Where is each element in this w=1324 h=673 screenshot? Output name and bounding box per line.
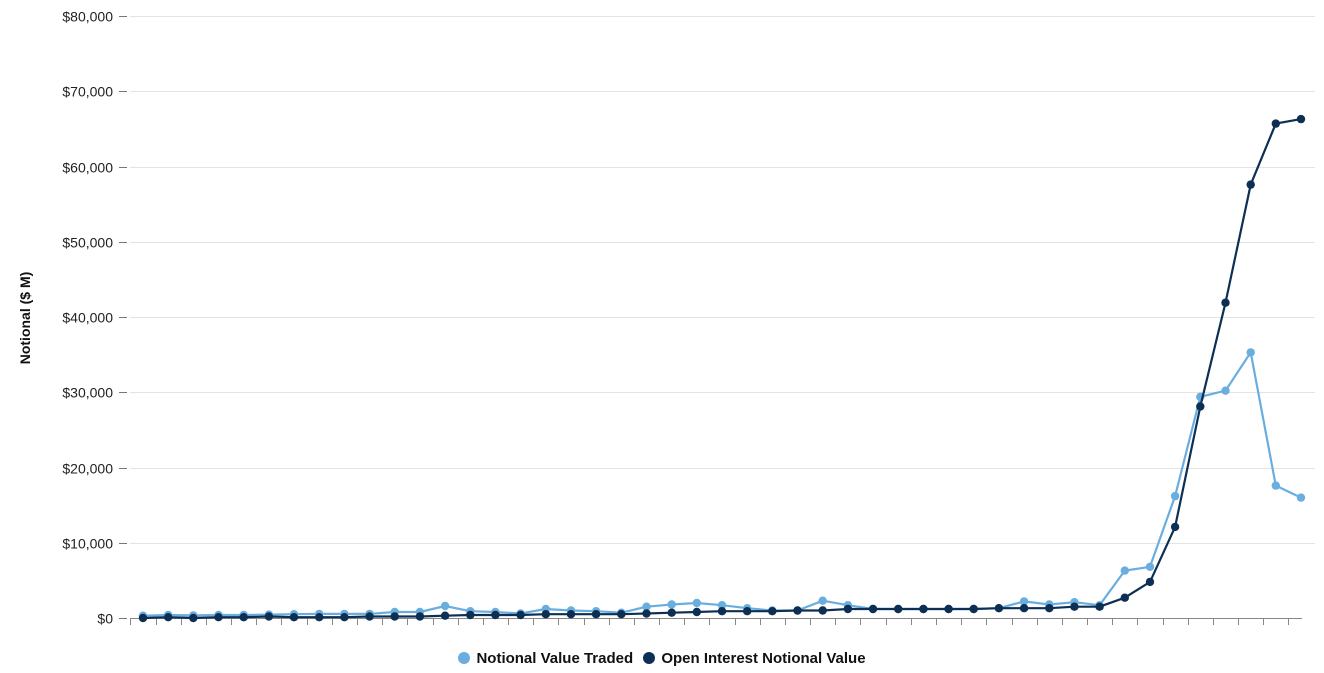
data-point-open-interest-notional-value[interactable] [1045, 604, 1054, 613]
y-tick-label: $80,000 [62, 9, 113, 25]
data-point-notional-value-traded[interactable] [1019, 597, 1029, 606]
data-point-open-interest-notional-value[interactable] [390, 612, 399, 621]
data-point-open-interest-notional-value[interactable] [491, 610, 500, 620]
data-point-notional-value-traded[interactable] [692, 598, 701, 608]
data-point-open-interest-notional-value[interactable] [340, 613, 349, 622]
data-point-open-interest-notional-value[interactable] [617, 610, 626, 619]
data-point-open-interest-notional-value[interactable] [768, 607, 777, 616]
data-point-notional-value-traded[interactable] [1246, 348, 1255, 357]
data-point-open-interest-notional-value[interactable] [843, 604, 853, 614]
data-point-notional-value-traded[interactable] [1296, 493, 1306, 502]
data-point-open-interest-notional-value[interactable] [868, 604, 878, 614]
data-point-notional-value-traded[interactable] [440, 601, 450, 611]
legend-item-open-interest-notional-value[interactable]: Open Interest Notional Value [643, 650, 866, 667]
data-point-open-interest-notional-value[interactable] [667, 608, 676, 617]
data-point-open-interest-notional-value[interactable] [642, 609, 651, 618]
data-point-open-interest-notional-value[interactable] [1070, 602, 1079, 611]
data-point-open-interest-notional-value[interactable] [1196, 402, 1205, 411]
data-point-open-interest-notional-value[interactable] [743, 607, 752, 616]
data-point-open-interest-notional-value[interactable] [1095, 602, 1104, 611]
series-notional-value-traded [138, 348, 1306, 620]
data-point-notional-value-traded[interactable] [1271, 481, 1281, 490]
data-point-open-interest-notional-value[interactable] [541, 610, 550, 619]
data-point-open-interest-notional-value[interactable] [566, 610, 576, 619]
series-layer [138, 114, 1306, 623]
data-point-open-interest-notional-value[interactable] [1170, 522, 1180, 532]
y-axis-title: Notional ($ M) [17, 272, 33, 365]
chart-legend: Notional Value Traded Open Interest Noti… [0, 650, 1324, 667]
series-open-interest-notional-value [138, 114, 1306, 623]
data-point-open-interest-notional-value[interactable] [516, 610, 525, 620]
data-point-notional-value-traded[interactable] [818, 596, 827, 605]
data-point-open-interest-notional-value[interactable] [717, 607, 727, 616]
data-point-open-interest-notional-value[interactable] [138, 613, 148, 623]
y-tick-label: $0 [97, 611, 113, 627]
data-point-open-interest-notional-value[interactable] [315, 613, 324, 622]
data-point-open-interest-notional-value[interactable] [994, 604, 1004, 613]
data-point-open-interest-notional-value[interactable] [919, 604, 928, 614]
data-point-open-interest-notional-value[interactable] [1145, 577, 1155, 587]
data-point-notional-value-traded[interactable] [1221, 386, 1230, 395]
data-point-open-interest-notional-value[interactable] [793, 606, 802, 615]
data-point-open-interest-notional-value[interactable] [1271, 119, 1281, 128]
data-point-open-interest-notional-value[interactable] [969, 604, 978, 614]
y-tick-label: $60,000 [62, 160, 113, 176]
data-point-open-interest-notional-value[interactable] [466, 610, 475, 620]
y-axis-ticks: $0 $10,000 $20,000 $30,000 $40,000 $50,000 $60… [62, 9, 127, 627]
legend-item-notional-value-traded[interactable]: Notional Value Traded [458, 650, 633, 667]
data-point-open-interest-notional-value[interactable] [189, 613, 198, 623]
data-point-open-interest-notional-value[interactable] [1221, 298, 1230, 307]
data-point-open-interest-notional-value[interactable] [1246, 180, 1255, 189]
data-point-open-interest-notional-value[interactable] [440, 611, 450, 620]
data-point-open-interest-notional-value[interactable] [415, 612, 425, 621]
data-point-open-interest-notional-value[interactable] [944, 604, 953, 614]
data-point-notional-value-traded[interactable] [1120, 566, 1130, 575]
data-point-open-interest-notional-value[interactable] [289, 613, 299, 622]
y-tick-label: $40,000 [62, 310, 113, 326]
data-point-open-interest-notional-value[interactable] [591, 610, 601, 619]
data-point-notional-value-traded[interactable] [1170, 491, 1180, 501]
legend-label-notional-value-traded: Notional Value Traded [476, 650, 634, 667]
data-point-open-interest-notional-value[interactable] [1120, 593, 1130, 602]
y-tick-label: $50,000 [62, 235, 113, 251]
data-point-open-interest-notional-value[interactable] [1296, 114, 1306, 124]
series-line-notional-value-traded [142, 351, 1302, 617]
legend-label-open-interest-notional-value: Open Interest Notional Value [661, 650, 866, 667]
y-tick-label: $20,000 [62, 461, 113, 477]
data-point-open-interest-notional-value[interactable] [894, 604, 903, 614]
y-tick-label: $30,000 [62, 385, 113, 401]
data-point-open-interest-notional-value[interactable] [1019, 604, 1029, 613]
data-point-notional-value-traded[interactable] [642, 602, 651, 611]
legend-marker-notional-value-traded [458, 652, 471, 664]
y-tick-label: $10,000 [62, 536, 113, 552]
data-point-notional-value-traded[interactable] [667, 600, 676, 609]
data-point-open-interest-notional-value[interactable] [365, 612, 374, 621]
legend-marker-open-interest-notional-value [643, 652, 656, 664]
data-point-open-interest-notional-value[interactable] [164, 613, 173, 622]
gridlines [130, 16, 1315, 544]
data-point-open-interest-notional-value[interactable] [264, 612, 274, 621]
y-tick-label: $70,000 [62, 84, 113, 100]
data-point-notional-value-traded[interactable] [1145, 562, 1155, 571]
data-point-open-interest-notional-value[interactable] [214, 613, 223, 622]
data-point-notional-value-traded[interactable] [717, 601, 727, 610]
x-axis [130, 618, 1302, 625]
data-point-open-interest-notional-value[interactable] [239, 613, 248, 622]
data-point-open-interest-notional-value[interactable] [818, 606, 827, 615]
data-point-open-interest-notional-value[interactable] [692, 607, 701, 617]
